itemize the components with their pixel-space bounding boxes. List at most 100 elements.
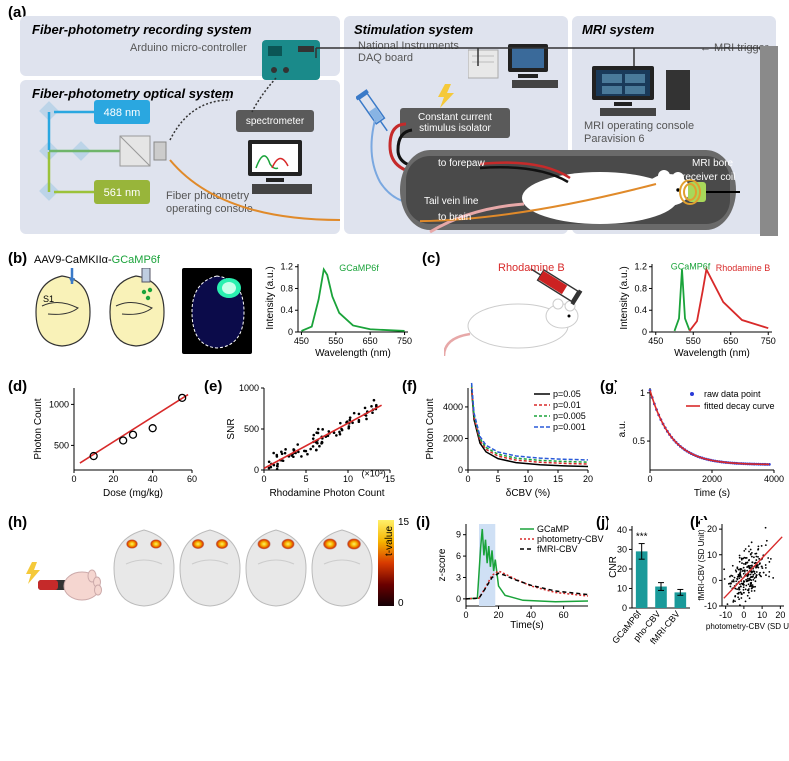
svg-text:20: 20 <box>494 610 504 620</box>
svg-text:CNR: CNR <box>608 556 619 578</box>
svg-text:20: 20 <box>583 474 593 484</box>
svg-text:p=0.005: p=0.005 <box>553 411 586 421</box>
svg-text:-10: -10 <box>719 610 732 620</box>
chart-g: 0200040000.51Time (s)a.u.raw data pointf… <box>616 382 780 498</box>
svg-text:650: 650 <box>363 336 378 346</box>
label-i: (i) <box>416 514 430 531</box>
svg-text:10: 10 <box>343 474 353 484</box>
chart-i: 02040600369Time(s)z-scoreGCaMPphotometry… <box>436 520 592 630</box>
svg-text:Time (s): Time (s) <box>694 488 730 499</box>
svg-text:Rhodamine B: Rhodamine B <box>716 263 771 273</box>
svg-text:1000: 1000 <box>49 399 69 409</box>
svg-text:a.u.: a.u. <box>617 421 628 438</box>
label-d: (d) <box>8 378 27 395</box>
svg-text:0: 0 <box>458 465 463 475</box>
figure-root: (a) Fiber-photometry recording system Fi… <box>0 0 789 761</box>
svg-text:0: 0 <box>288 327 293 337</box>
cbar-min: 0 <box>398 598 404 609</box>
svg-text:photometry-CBV: photometry-CBV <box>537 534 604 544</box>
svg-text:0.5: 0.5 <box>632 436 645 446</box>
cbar-label: t-value <box>384 526 395 556</box>
label-c: (c) <box>422 250 440 267</box>
svg-text:p=0.01: p=0.01 <box>553 400 581 410</box>
svg-text:0: 0 <box>254 465 259 475</box>
slices-h <box>112 522 374 612</box>
svg-text:60: 60 <box>559 610 569 620</box>
svg-text:3: 3 <box>456 572 461 582</box>
svg-text:Dose (mg/kg): Dose (mg/kg) <box>103 488 163 499</box>
svg-text:60: 60 <box>187 474 197 484</box>
svg-text:15: 15 <box>385 474 395 484</box>
forepaw-stim-icon <box>24 556 106 616</box>
svg-text:Wavelength (nm): Wavelength (nm) <box>315 348 391 359</box>
svg-text:GCaMP6f: GCaMP6f <box>339 263 379 273</box>
svg-text:Wavelength (nm): Wavelength (nm) <box>674 348 750 359</box>
chart-j: 010203040CNRGCaMP6fpho-CBVfMRI-CBV*** <box>608 520 692 648</box>
svg-text:fitted decay curve: fitted decay curve <box>704 401 775 411</box>
svg-text:0: 0 <box>712 575 717 585</box>
svg-text:SNR: SNR <box>226 418 237 439</box>
chart-e: 05101505001000Rhodamine Photon CountSNR(… <box>224 382 396 498</box>
svg-text:10: 10 <box>707 550 717 560</box>
svg-text:10: 10 <box>523 474 533 484</box>
chart-k: -1001020-1001020photometry-CBV (SD Unit)… <box>700 520 786 630</box>
svg-text:0: 0 <box>647 474 652 484</box>
svg-text:0.4: 0.4 <box>634 305 647 315</box>
svg-text:500: 500 <box>244 424 259 434</box>
svg-text:550: 550 <box>686 336 701 346</box>
svg-text:z-score: z-score <box>437 548 448 581</box>
chart-b: 45055065075000.40.81.2Wavelength (nm)Int… <box>264 258 412 358</box>
svg-text:fMRI-CBV (SD Unit): fMRI-CBV (SD Unit) <box>697 529 706 600</box>
svg-text:40: 40 <box>148 474 158 484</box>
ratc-icon <box>444 266 608 360</box>
svg-text:1.2: 1.2 <box>280 262 293 272</box>
svg-text:9: 9 <box>456 530 461 540</box>
aavlabel: AAV9-CaMKIIα-GCaMP6f <box>34 254 160 266</box>
svg-text:0: 0 <box>456 594 461 604</box>
svg-text:450: 450 <box>294 336 309 346</box>
svg-text:raw data point: raw data point <box>704 389 761 399</box>
svg-text:0.8: 0.8 <box>634 283 647 293</box>
svg-text:500: 500 <box>54 440 69 450</box>
cbar-max: 15 <box>398 517 409 528</box>
svg-text:δCBV (%): δCBV (%) <box>506 488 550 499</box>
svg-text:750: 750 <box>397 336 412 346</box>
fluor-img <box>182 268 252 354</box>
svg-text:0: 0 <box>463 610 468 620</box>
svg-text:550: 550 <box>328 336 343 346</box>
svg-text:2000: 2000 <box>443 433 463 443</box>
svg-text:0: 0 <box>622 603 627 613</box>
svg-text:1000: 1000 <box>239 383 259 393</box>
svg-text:GCaMP: GCaMP <box>537 524 569 534</box>
svg-text:4000: 4000 <box>443 402 463 412</box>
svg-text:4000: 4000 <box>764 474 784 484</box>
chart-c: 45055065075000.40.81.2Wavelength (nm)Int… <box>618 258 776 358</box>
svg-text:0: 0 <box>642 327 647 337</box>
rhb-label: Rhodamine B <box>498 262 565 274</box>
svg-text:750: 750 <box>761 336 776 346</box>
svg-text:5: 5 <box>495 474 500 484</box>
svg-text:0: 0 <box>71 474 76 484</box>
label-e: (e) <box>204 378 222 395</box>
svg-text:S1: S1 <box>43 294 54 304</box>
svg-text:fMRI-CBV: fMRI-CBV <box>537 544 578 554</box>
svg-text:0.8: 0.8 <box>280 283 293 293</box>
svg-text:p=0.001: p=0.001 <box>553 422 586 432</box>
svg-text:-10: -10 <box>704 601 717 611</box>
svg-text:photometry-CBV (SD Unit): photometry-CBV (SD Unit) <box>706 622 789 631</box>
svg-text:Rhodamine Photon Count: Rhodamine Photon Count <box>269 488 384 499</box>
svg-text:Time(s): Time(s) <box>510 620 544 631</box>
svg-text:10: 10 <box>617 583 627 593</box>
svg-text:40: 40 <box>617 525 627 535</box>
svg-text:1.2: 1.2 <box>634 262 647 272</box>
wiring-svg <box>20 16 780 236</box>
svg-text:0: 0 <box>741 610 746 620</box>
svg-text:Photon Count: Photon Count <box>33 398 44 459</box>
svg-text:450: 450 <box>648 336 663 346</box>
chart-d: 02040605001000Dose (mg/kg)Photon Count <box>30 382 198 498</box>
svg-text:***: *** <box>636 532 648 543</box>
chart-f: 05101520020004000δCBV (%)Photon Countp=0… <box>422 382 594 498</box>
svg-text:1: 1 <box>640 388 645 398</box>
svg-text:5: 5 <box>303 474 308 484</box>
svg-text:6: 6 <box>456 551 461 561</box>
